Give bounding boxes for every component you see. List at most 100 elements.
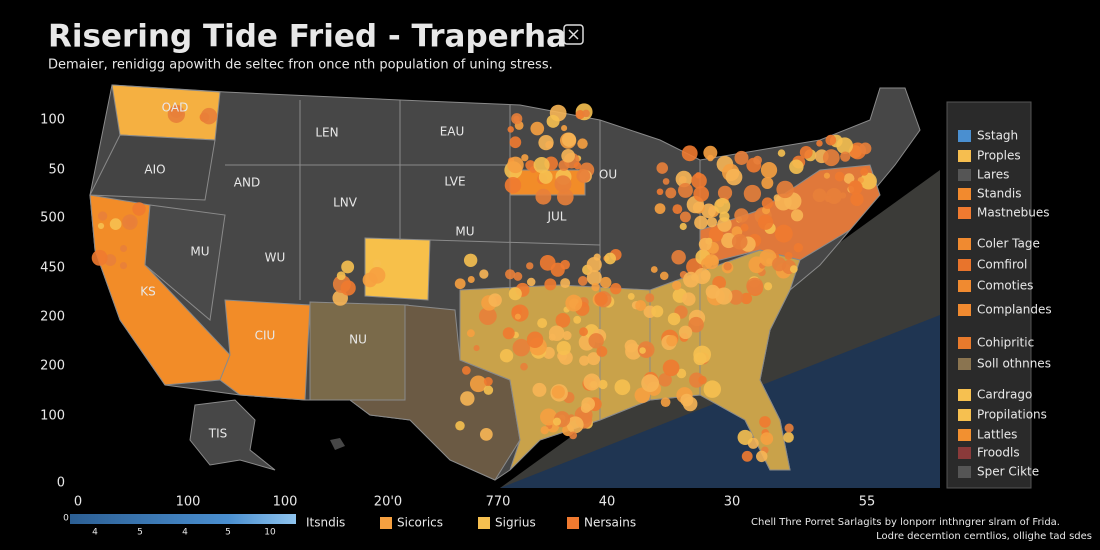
population-dot (576, 168, 591, 183)
close-icon[interactable] (568, 29, 579, 40)
region-label: EAU (440, 125, 465, 139)
population-dot (119, 261, 128, 270)
population-dot (763, 282, 773, 291)
population-dot (793, 243, 803, 253)
population-dot (505, 269, 516, 280)
close-frame[interactable] (563, 24, 584, 45)
population-dot (756, 450, 768, 463)
legend-swatch (958, 358, 971, 370)
population-dot (593, 253, 601, 261)
population-dot (561, 148, 575, 163)
population-dot (554, 175, 572, 193)
population-dot (773, 194, 781, 202)
population-dot (97, 222, 105, 230)
x-axis-label: 100 (273, 495, 298, 510)
population-dot (569, 431, 577, 440)
population-dot (693, 345, 712, 364)
population-dot (774, 224, 793, 243)
population-dot (850, 192, 864, 206)
legend-label: Sstagh (977, 129, 1018, 143)
population-dot (666, 335, 678, 347)
region-label: NU (349, 333, 367, 347)
legend-label: Sper Cikte (977, 465, 1039, 479)
population-dot (120, 245, 128, 252)
state (348, 304, 521, 481)
scale-label: 5 (225, 528, 231, 538)
population-dot (598, 379, 608, 390)
population-dot (675, 170, 693, 188)
population-dot (577, 138, 588, 149)
population-dot (575, 110, 585, 120)
footnote: Lodre decerntion cerntlios, ollighe tad … (876, 531, 1092, 542)
population-dot (635, 300, 646, 311)
population-dot (565, 294, 583, 312)
population-dot (579, 327, 588, 337)
region-label: AIO (144, 163, 165, 177)
population-dot (651, 305, 664, 318)
population-dot (757, 214, 774, 230)
legend-panel (946, 101, 1032, 489)
population-dot (783, 432, 794, 443)
population-dot (479, 427, 493, 441)
population-dot (488, 293, 502, 307)
region-label: OU (599, 168, 617, 182)
population-dot (340, 280, 356, 296)
population-dot (513, 272, 523, 281)
population-dot (556, 188, 574, 206)
population-dot (540, 426, 549, 435)
population-dot (665, 187, 677, 199)
population-dot (760, 161, 778, 179)
population-dot (561, 132, 577, 147)
population-dot (586, 256, 602, 273)
legend-swatch (958, 304, 971, 316)
population-dot (839, 192, 847, 199)
population-dot (678, 325, 693, 340)
population-dot (759, 416, 771, 428)
legend-label: Sicorics (397, 516, 443, 530)
population-dot (691, 173, 707, 189)
x-axis-label: 100 (176, 495, 201, 510)
population-dot (132, 202, 146, 216)
population-dot (678, 182, 693, 198)
population-dot (822, 149, 840, 167)
population-dot (558, 159, 570, 171)
population-dot (540, 408, 558, 426)
population-dot (823, 172, 830, 179)
population-dot (682, 292, 696, 306)
legend-swatch (958, 207, 971, 219)
population-dot (532, 382, 547, 397)
close-button[interactable] (563, 24, 584, 45)
legend-swatch (958, 429, 971, 441)
y-axis-label: 100 (40, 409, 65, 424)
x-axis-label: 20'0 (374, 495, 402, 510)
population-dot (504, 176, 522, 194)
population-dot (512, 338, 531, 357)
state (309, 301, 409, 401)
state (144, 204, 226, 321)
legend-label: Cohipritic (977, 336, 1034, 350)
population-dot (560, 278, 571, 289)
population-dot (483, 385, 494, 395)
population-dot (662, 178, 670, 185)
population-dot (507, 156, 524, 174)
footnote: Chell Thre Porret Sarlagits by lonporr i… (751, 517, 1060, 528)
population-dot (467, 275, 475, 283)
bottom-legend: 0 4 5 4 5 10 Itsndis Sicorics Sigrius Nersains (63, 514, 636, 538)
hawaii (330, 438, 345, 450)
population-dot (588, 333, 604, 349)
population-dot (843, 173, 855, 184)
population-dot (772, 257, 787, 272)
legend-swatch (958, 409, 971, 421)
population-dot (825, 134, 837, 146)
population-dot (583, 373, 601, 391)
legend-swatch (958, 280, 971, 292)
population-dot (860, 167, 869, 176)
y-axis-label: 500 (40, 211, 65, 226)
population-dot (731, 233, 748, 250)
population-dot (97, 211, 108, 221)
legend-label: Lattles (977, 428, 1017, 442)
legend-swatch (958, 130, 971, 142)
population-dot (526, 277, 536, 287)
y-axis-label: 450 (40, 261, 65, 276)
population-dot (109, 218, 122, 230)
